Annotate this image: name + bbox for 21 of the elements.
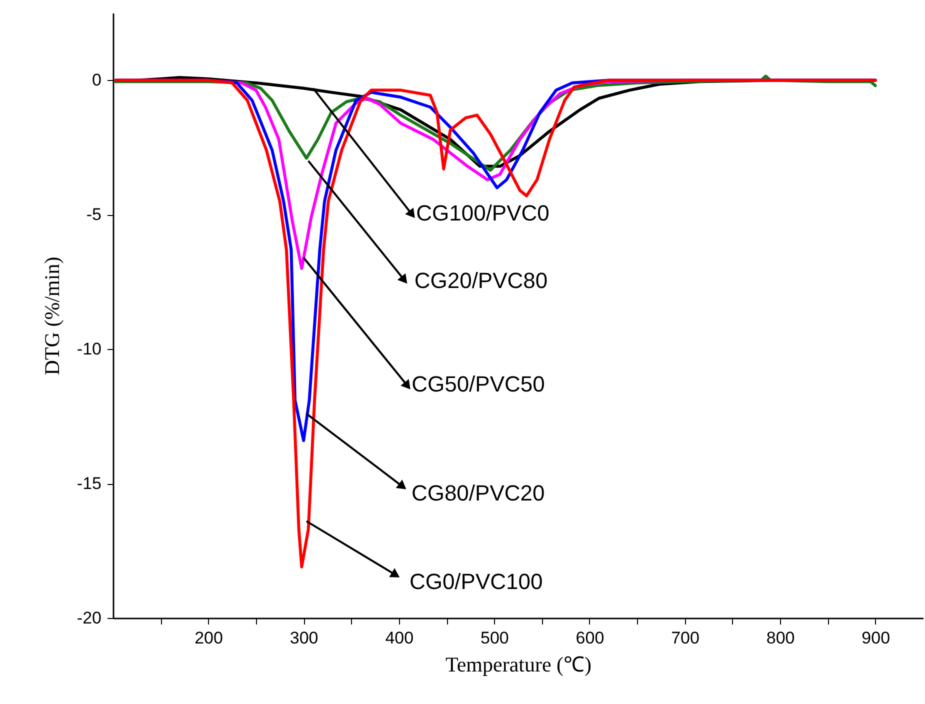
x-tick-label: 300 xyxy=(290,628,318,648)
y-tick-label: 0 xyxy=(92,70,102,90)
annotation: CG80/PVC20 xyxy=(411,480,545,506)
y-tick-label: -5 xyxy=(86,205,102,224)
y-tick-label: -20 xyxy=(76,608,102,628)
x-tick-label: 800 xyxy=(766,628,795,648)
y-tick-label: -10 xyxy=(76,340,102,359)
y-tick-label: -15 xyxy=(76,474,102,494)
x-tick-label: 900 xyxy=(862,628,890,648)
x-tick-label: 700 xyxy=(671,628,700,648)
annotation: CG50/PVC50 xyxy=(412,372,545,397)
x-tick-label: 600 xyxy=(576,628,604,648)
x-tick-label: 400 xyxy=(385,628,414,648)
x-tick-label: 200 xyxy=(194,628,223,648)
line-series xyxy=(114,78,877,568)
annotation: CG100/PVC0 xyxy=(416,200,550,226)
annotation: CG20/PVC80 xyxy=(414,268,548,293)
x-tick-label: 500 xyxy=(480,628,509,648)
x-axis-title: Temperature (℃) xyxy=(445,652,592,676)
y-axis-title: DTG (%/min) xyxy=(40,256,64,376)
annotation: CG0/PVC100 xyxy=(409,569,543,594)
